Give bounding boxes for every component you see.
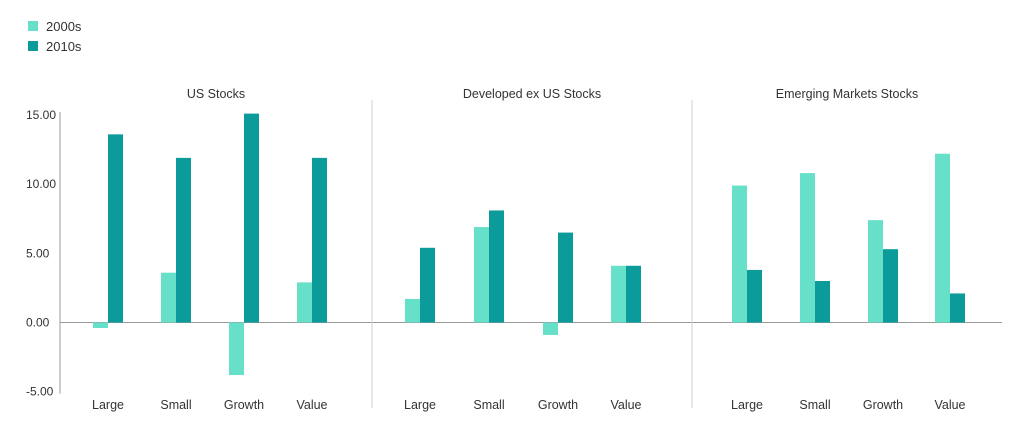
bar-2010s [489,210,504,323]
bar-2010s [312,157,327,323]
bar-2000s [93,322,108,329]
bar-2000s [543,322,558,335]
x-tick-label: Large [404,398,436,412]
bar-2000s [800,173,815,323]
panel-title: Emerging Markets Stocks [776,87,918,101]
x-tick-label: Large [731,398,763,412]
bar-2010s [883,249,898,323]
chart-legend: 2000s 2010s [28,16,81,56]
bar-2000s [474,227,489,323]
x-tick-label: Growth [538,398,578,412]
legend-label-2000s: 2000s [46,18,82,34]
bar-2010s [815,281,830,323]
x-tick-label: Value [610,398,641,412]
y-tick-label: 0.00 [26,316,50,330]
x-tick-label: Value [296,398,327,412]
panel-title: US Stocks [187,87,245,101]
x-tick-label: Growth [224,398,264,412]
bar-2010s [747,269,762,323]
bar-2000s [611,265,626,323]
y-tick-label: 15.00 [26,108,56,122]
legend-item-2010s: 2010s [28,36,81,56]
legend-swatch-2000s [28,21,38,31]
x-tick-label: Large [92,398,124,412]
bar-2010s [626,265,641,323]
x-tick-label: Small [473,398,504,412]
legend-label-2010s: 2010s [46,38,82,54]
bar-2010s [108,134,123,323]
bar-2000s [405,298,420,323]
panel-title: Developed ex US Stocks [463,87,601,101]
bar-2000s [868,220,883,323]
bar-2000s [732,185,747,323]
bar-2010s [244,113,259,323]
legend-swatch-2010s [28,41,38,51]
x-tick-label: Growth [863,398,903,412]
x-tick-label: Value [934,398,965,412]
bar-2010s [558,232,573,323]
y-tick-label: 5.00 [26,246,50,260]
x-tick-label: Small [799,398,830,412]
y-tick-label: -5.00 [26,385,54,399]
bar-2010s [950,293,965,323]
bar-2000s [229,322,244,376]
y-tick-label: 10.00 [26,177,56,191]
bar-2010s [176,157,191,323]
bar-2000s [297,282,312,323]
legend-item-2000s: 2000s [28,16,81,36]
x-tick-label: Small [160,398,191,412]
bar-2000s [935,153,950,323]
bar-2010s [420,247,435,323]
bar-2000s [161,272,176,323]
